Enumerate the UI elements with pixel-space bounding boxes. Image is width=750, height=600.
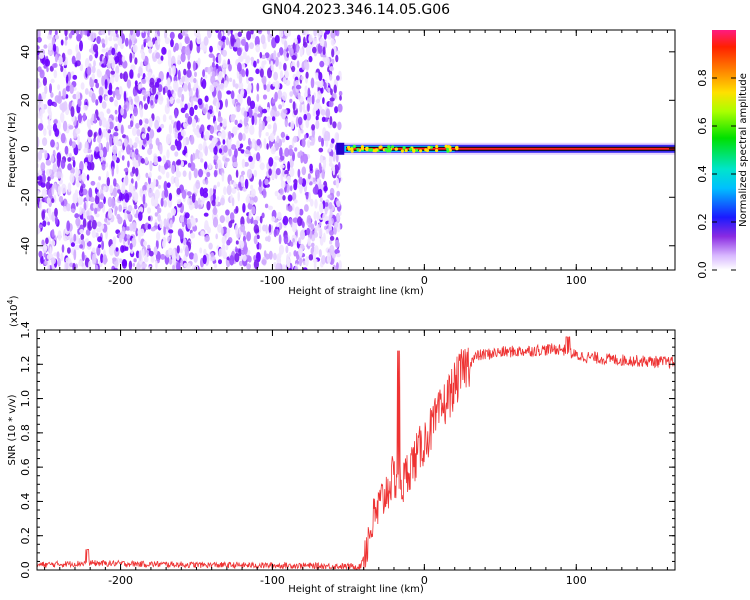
spectrogram-xtick-label: 0 <box>421 274 428 287</box>
snr-series-line <box>37 336 675 570</box>
snr-scale-note: (x104) <box>6 295 20 327</box>
spectrogram-ytick-label: -20 <box>19 188 32 206</box>
spectrogram-ytick-label: -40 <box>19 237 32 255</box>
colorbar-tick-label: 0.0 <box>696 261 709 279</box>
snr-ylabel: SNR (10 * v/v) <box>7 394 18 465</box>
spectrogram-xlabel: Height of straight line (km) <box>288 286 424 297</box>
figure-title: GN04.2023.346.14.05.G06 <box>262 2 450 18</box>
spectrogram-ylabel: Frequency (Hz) <box>7 112 18 188</box>
spectrogram-ytick-label: 40 <box>19 45 32 59</box>
snr-panel: -200 -100 0 100 0.0 0.2 0.4 0.6 0.8 1.0 1.2 1.4 Hei… <box>6 295 676 595</box>
noise-speckle <box>37 30 343 270</box>
snr-xtick-label: -200 <box>108 574 133 587</box>
colorbar-label: Normalized spectral amplitude <box>738 73 749 227</box>
spectrogram-xtick-label: 100 <box>566 274 587 287</box>
snr-scale-close: ) <box>9 295 20 299</box>
colorbar-gradient <box>712 30 736 270</box>
snr-ytick-label: 1.4 <box>19 321 32 339</box>
snr-ytick-label: 0.8 <box>19 424 32 442</box>
snr-ytick-label: 1.2 <box>19 356 32 374</box>
snr-data <box>37 336 675 570</box>
snr-background <box>37 330 675 570</box>
colorbar-tick-label: 0.6 <box>696 117 709 135</box>
spectrogram-frame <box>36 29 676 271</box>
snr-ytick-label: 0.0 <box>19 561 32 579</box>
snr-xtick-label: 100 <box>566 574 587 587</box>
snr-scale-open: (x10 <box>9 304 20 327</box>
spectrogram-data <box>37 30 675 270</box>
snr-xlabel: Height of straight line (km) <box>288 584 424 595</box>
spectrogram-ytick-label: 0 <box>19 145 32 152</box>
snr-scale-exp: 4 <box>6 299 15 304</box>
snr-ytick-label: 0.6 <box>19 458 32 476</box>
snr-ytick-label: 0.2 <box>19 527 32 545</box>
colorbar-tick-label: 0.8 <box>696 69 709 87</box>
signal-band <box>336 142 675 155</box>
spectrogram-ytick-label: 20 <box>19 93 32 107</box>
colorbar: 0.0 0.2 0.4 0.6 0.8 Normalized spectral ampl… <box>696 30 749 279</box>
colorbar-tick-label: 0.2 <box>696 213 709 231</box>
snr-ytick-label: 1.0 <box>19 390 32 408</box>
snr-ticks: -200 -100 0 100 0.0 0.2 0.4 0.6 0.8 1.0 1.2 1.4 <box>19 321 675 587</box>
spectrogram-xtick-label: -200 <box>108 274 133 287</box>
snr-xtick-label: -100 <box>260 574 285 587</box>
colorbar-tick-label: 0.4 <box>696 165 709 183</box>
colorbar-ticks: 0.0 0.2 0.4 0.6 0.8 <box>696 69 736 279</box>
snr-xtick-label: 0 <box>421 574 428 587</box>
snr-ytick-label: 0.4 <box>19 493 32 511</box>
spectrogram-xtick-label: -100 <box>260 274 285 287</box>
